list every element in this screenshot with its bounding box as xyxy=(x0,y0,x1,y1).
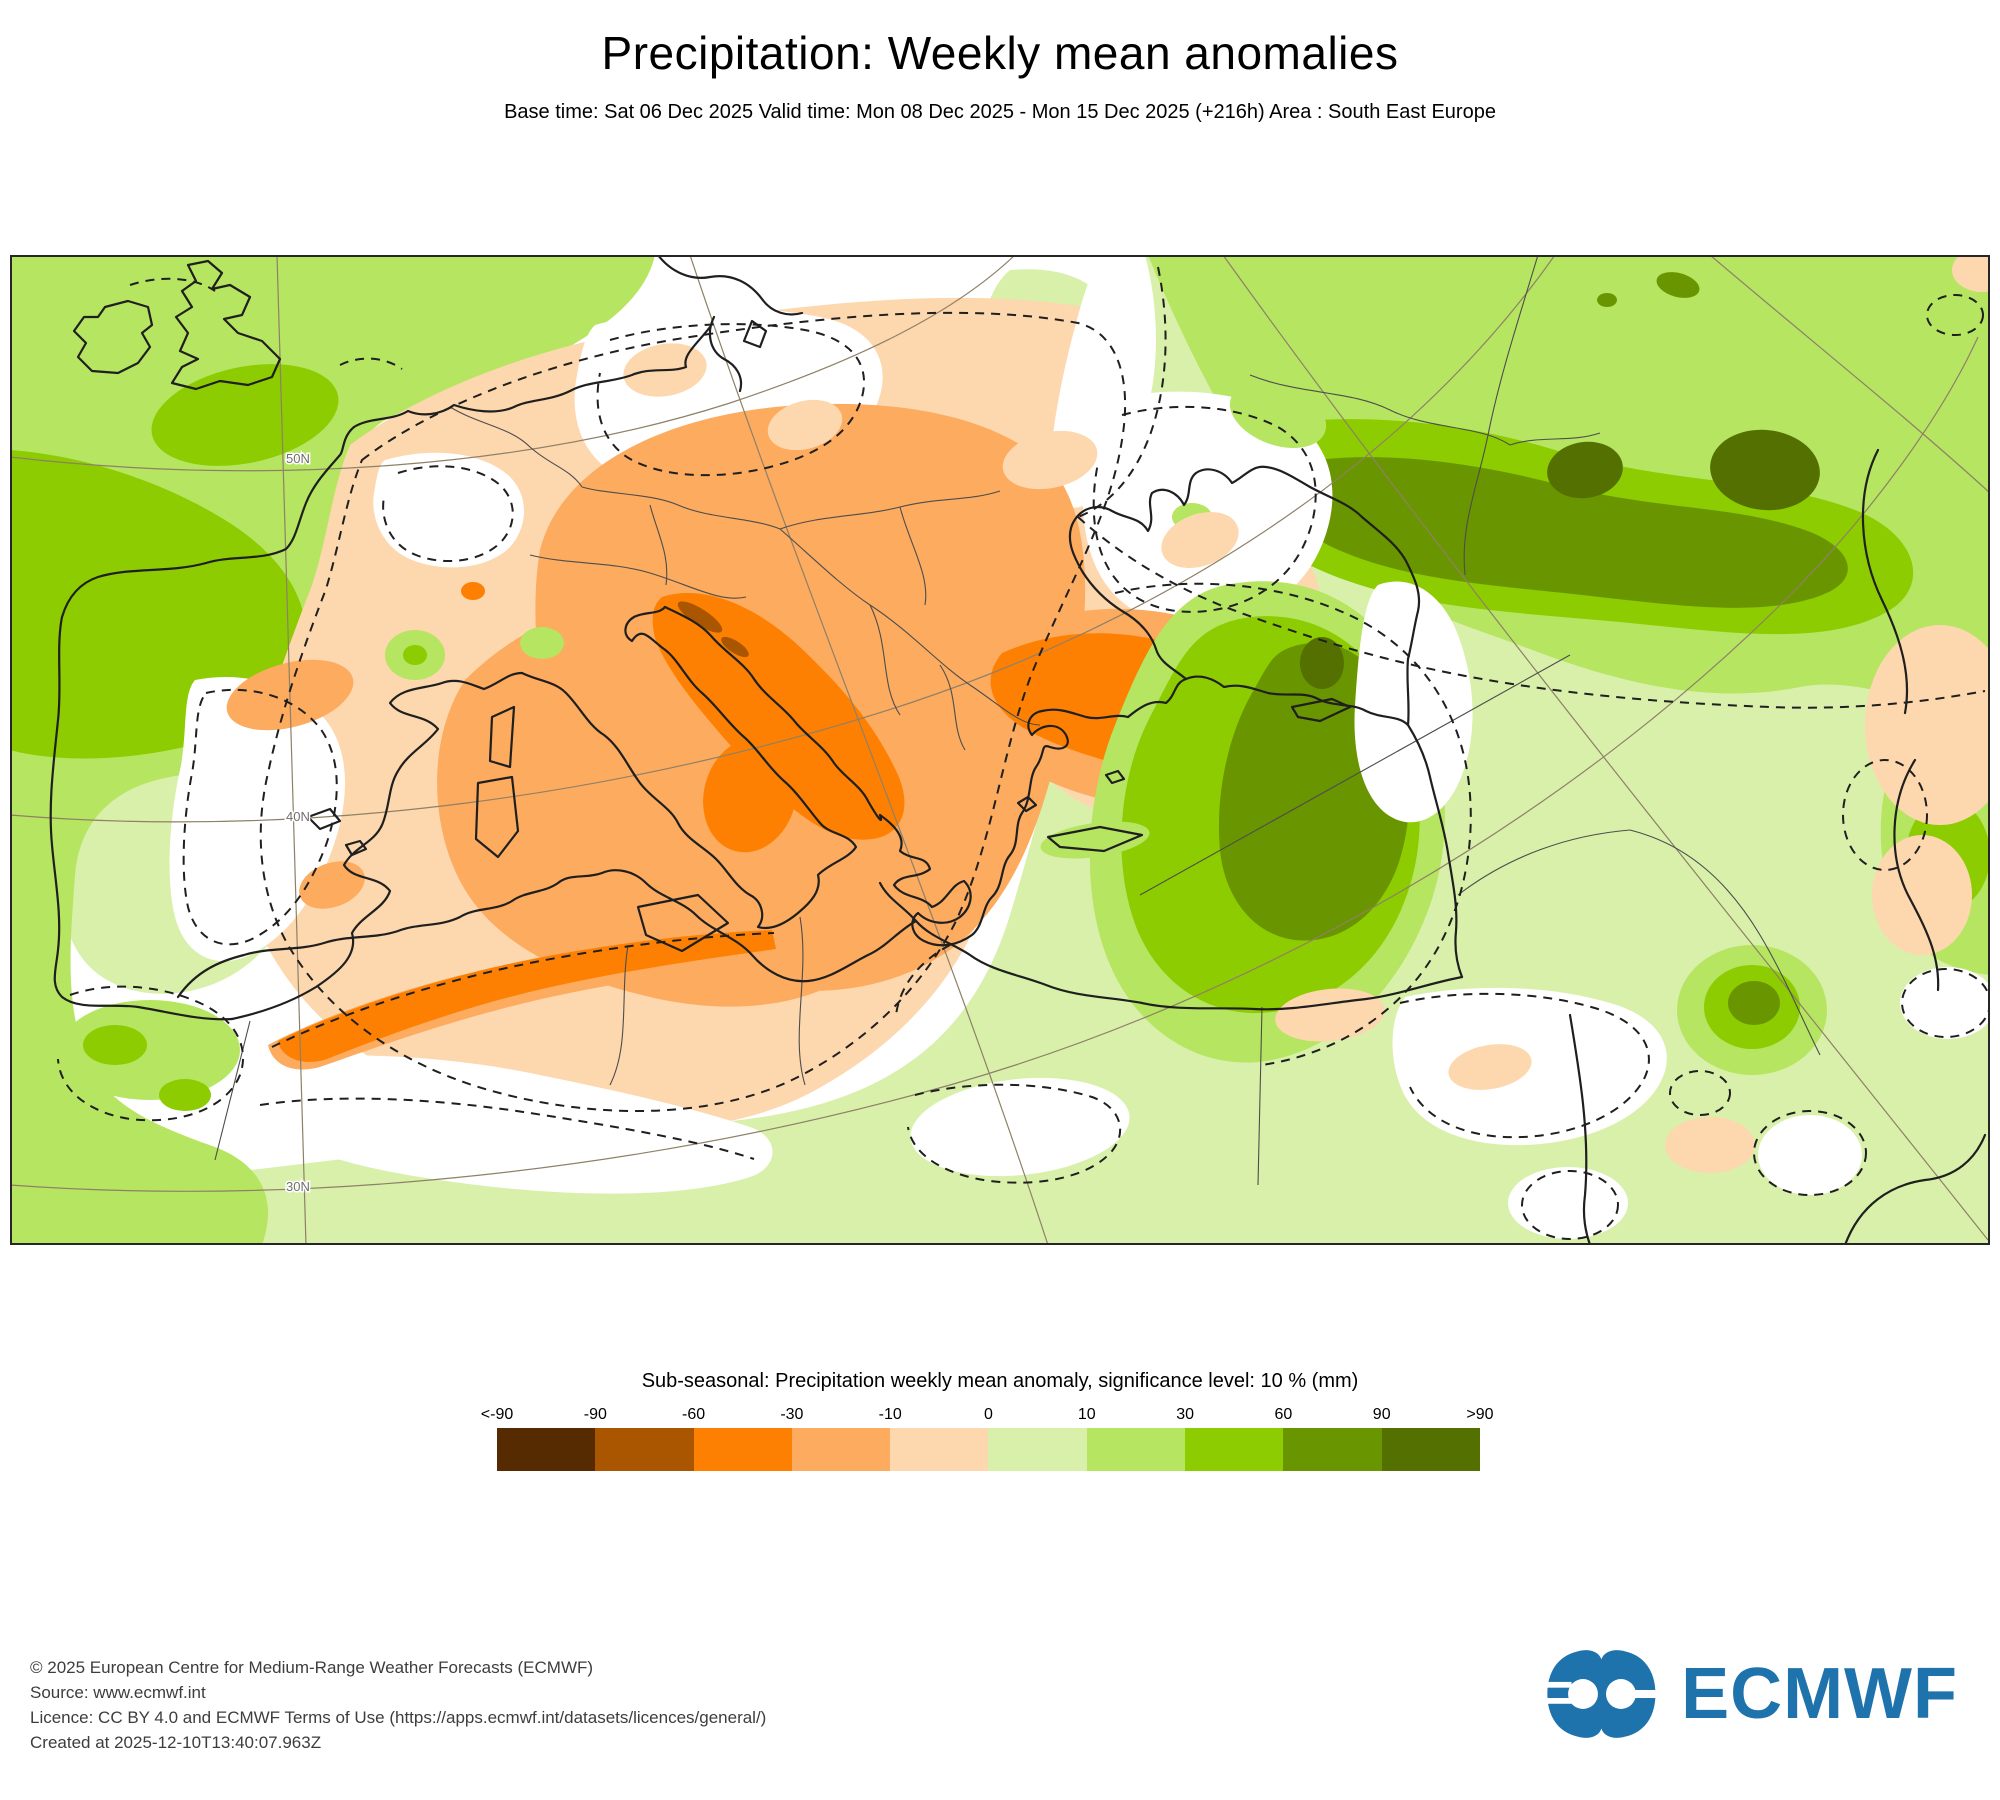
legend-swatch xyxy=(890,1428,989,1471)
legend-tick-label: -90 xyxy=(583,1406,607,1423)
legend-tick-label: 30 xyxy=(1176,1406,1194,1423)
legend-tick-label: 90 xyxy=(1372,1406,1391,1423)
footer-source: Source: www.ecmwf.int xyxy=(30,1683,206,1702)
footer-licence: Licence: CC BY 4.0 and ECMWF Terms of Us… xyxy=(30,1708,767,1727)
legend-swatch xyxy=(595,1428,694,1471)
legend-tick-label: >90 xyxy=(1466,1406,1494,1423)
anomaly-map-svg: 50N 40N 30N xyxy=(10,255,1990,1245)
anomaly-fill-small-patches xyxy=(385,343,1532,1090)
legend-swatch xyxy=(1381,1428,1480,1471)
graticule-labels: 50N 40N 30N xyxy=(285,450,312,1196)
legend-title: Sub-seasonal: Precipitation weekly mean … xyxy=(641,1370,1359,1392)
legend-tick-label: <-90 xyxy=(480,1406,514,1423)
legend-swatch xyxy=(988,1428,1087,1471)
grid-label-30n: 30N xyxy=(286,1179,310,1194)
country-borders xyxy=(214,255,1821,1186)
legend: Sub-seasonal: Precipitation weekly mean … xyxy=(0,1370,2000,1471)
grid-label-40n: 40N xyxy=(286,809,310,824)
legend-swatch xyxy=(1086,1428,1186,1471)
graticule-lines xyxy=(10,255,1990,1245)
map-border xyxy=(10,255,1990,1245)
legend-tick-label: 10 xyxy=(1077,1406,1096,1423)
legend-tick-label: -60 xyxy=(682,1406,706,1423)
legend-tick-label: -30 xyxy=(780,1406,804,1423)
page-title: Precipitation: Weekly mean anomalies xyxy=(601,27,1399,79)
anomaly-fill-east-mediterranean-green xyxy=(1089,581,1473,1063)
ecmwf-logo-mark xyxy=(1547,1650,1658,1738)
legend-tick-label: 60 xyxy=(1274,1406,1293,1423)
anomaly-map: 50N 40N 30N xyxy=(10,255,1990,1245)
legend-tick-label: 0 xyxy=(984,1406,993,1423)
grid-label-50n: 50N xyxy=(286,451,310,466)
ecmwf-logo-text: ECMWF xyxy=(1681,1654,1958,1734)
page-subtitle: Base time: Sat 06 Dec 2025 Valid time: M… xyxy=(504,101,1496,123)
footer: © 2025 European Centre for Medium-Range … xyxy=(30,1655,766,1755)
legend-tick-label: -10 xyxy=(878,1406,902,1423)
legend-ticks: <-90 -90 -60 -30 -10 0 10 30 60 90 >90 xyxy=(481,1406,1494,1426)
legend-swatch xyxy=(497,1428,596,1471)
legend-swatch xyxy=(693,1428,792,1471)
footer-created-at: Created at 2025-12-10T13:40:07.963Z xyxy=(30,1733,322,1752)
anomaly-fill-darkest-green xyxy=(1547,429,1820,511)
legend-swatch xyxy=(791,1428,891,1471)
significance-contours xyxy=(57,266,1990,1240)
legend-swatch xyxy=(1283,1428,1382,1471)
legend-colorbar xyxy=(497,1428,1480,1471)
ecmwf-logo: ECMWF xyxy=(1547,1648,1958,1740)
legend-swatch xyxy=(1185,1428,1284,1471)
footer-copyright: © 2025 European Centre for Medium-Range … xyxy=(30,1658,594,1677)
